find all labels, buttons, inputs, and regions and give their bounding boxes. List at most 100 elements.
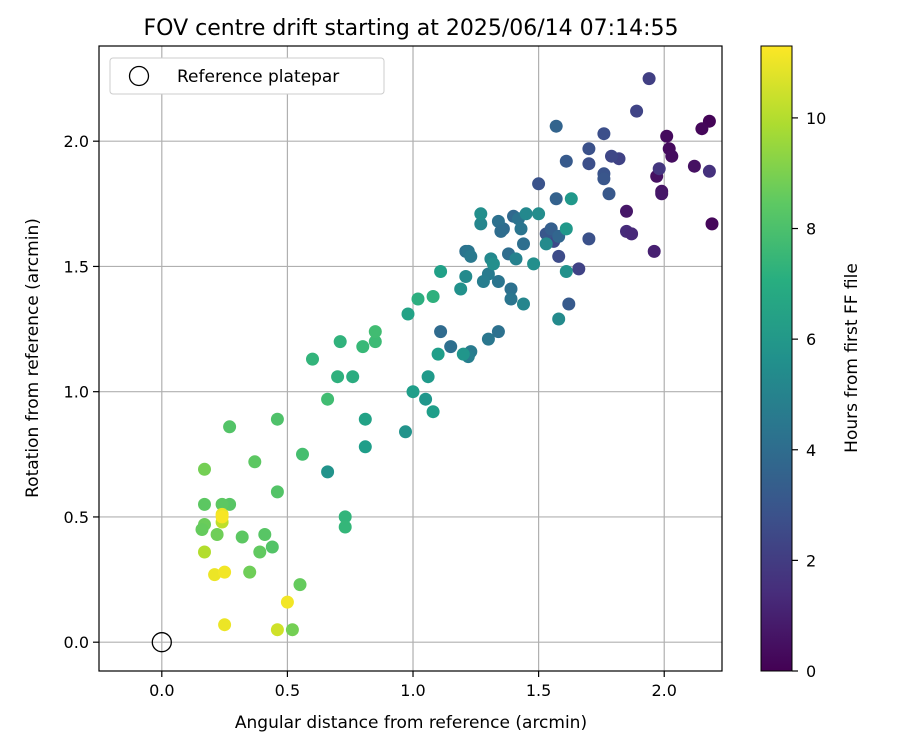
x-tick-label: 1.0 [400, 681, 425, 700]
y-axis-label: Rotation from reference (arcmin) [23, 218, 43, 498]
legend-label: Reference platepar [177, 67, 339, 87]
y-tick-label: 1.0 [64, 383, 89, 402]
data-point [270, 485, 284, 499]
data-point [476, 275, 490, 288]
data-point [338, 510, 352, 524]
reference-marker [151, 632, 172, 653]
data-point [333, 335, 347, 349]
data-point [218, 565, 232, 579]
data-point [486, 257, 500, 271]
x-tick-label: 1.5 [526, 681, 551, 700]
data-point [695, 122, 709, 136]
data-point [620, 204, 633, 218]
data-point [399, 425, 412, 439]
data-point [293, 578, 307, 592]
data-point [705, 217, 719, 231]
data-point [208, 568, 222, 582]
data-point [258, 528, 272, 541]
data-point [358, 440, 372, 454]
colorbar-tick-label: 8 [806, 220, 816, 239]
y-tick-label: 2.0 [64, 132, 89, 151]
data-point [426, 290, 440, 303]
data-point [306, 352, 319, 366]
data-point [218, 618, 232, 632]
chart-title: FOV centre drift starting at 2025/06/14 … [144, 16, 679, 41]
data-point [559, 154, 573, 168]
data-point [532, 177, 546, 191]
data-point [702, 164, 716, 178]
reference-point [151, 632, 172, 653]
data-point [564, 192, 578, 206]
data-point [559, 265, 573, 278]
data-point [321, 465, 335, 479]
data-point [597, 172, 611, 186]
data-point [660, 129, 674, 143]
data-point [434, 265, 448, 278]
x-axis-label: Angular distance from reference (arcmin) [235, 713, 587, 733]
data-point [411, 292, 425, 306]
data-point [552, 249, 566, 263]
data-point [215, 510, 229, 524]
colorbar-ticks: 0 2 4 6 8 10 [792, 109, 826, 681]
colorbar-tick-label: 0 [806, 662, 816, 681]
data-point [572, 262, 586, 276]
data-points [195, 72, 719, 637]
data-point [434, 325, 448, 339]
x-tick-label: 0.5 [275, 681, 300, 700]
data-point [296, 447, 309, 461]
data-point [647, 244, 661, 258]
data-point [532, 207, 546, 221]
colorbar-tick-label: 10 [806, 109, 826, 128]
data-point [582, 142, 596, 156]
data-point [655, 187, 669, 201]
data-point [235, 530, 249, 544]
data-point [552, 312, 566, 326]
data-point [602, 187, 616, 201]
data-point [419, 392, 433, 406]
data-point [210, 528, 224, 541]
data-point [509, 252, 523, 266]
data-point [454, 282, 468, 296]
data-point [253, 545, 267, 559]
data-point [652, 162, 666, 176]
data-point [198, 497, 211, 511]
data-point [504, 282, 518, 296]
plot-frame [98, 45, 723, 672]
data-point [582, 157, 596, 171]
data-point [406, 385, 420, 399]
data-point [549, 119, 563, 133]
data-point [368, 335, 382, 349]
colorbar-tick-label: 2 [806, 551, 816, 570]
data-point [491, 275, 505, 288]
data-point [514, 222, 528, 236]
data-point [270, 412, 284, 426]
data-point [215, 497, 229, 511]
colorbar [760, 45, 793, 672]
data-point [248, 455, 262, 469]
data-point [519, 207, 533, 221]
data-point [431, 347, 445, 361]
legend: Reference platepar [109, 57, 385, 95]
data-point [494, 224, 508, 238]
y-tick-label: 0.5 [64, 508, 89, 527]
data-point [605, 149, 618, 163]
y-axis-ticks: 0.0 0.5 1.0 1.5 2.0 [64, 132, 99, 652]
data-point [198, 545, 211, 559]
data-point [517, 297, 530, 311]
data-point [243, 565, 257, 579]
legend-box [109, 57, 385, 95]
data-point [559, 222, 573, 236]
data-point [597, 127, 611, 141]
data-point [456, 347, 470, 361]
data-point [464, 249, 478, 263]
data-point [426, 405, 440, 419]
data-point [474, 207, 488, 221]
data-point [504, 292, 518, 306]
data-point [539, 237, 553, 251]
x-tick-label: 2.0 [651, 681, 676, 700]
data-point [358, 412, 372, 426]
legend-marker [128, 65, 150, 87]
y-tick-label: 0.0 [64, 633, 89, 652]
x-tick-label: 0.0 [149, 681, 174, 700]
